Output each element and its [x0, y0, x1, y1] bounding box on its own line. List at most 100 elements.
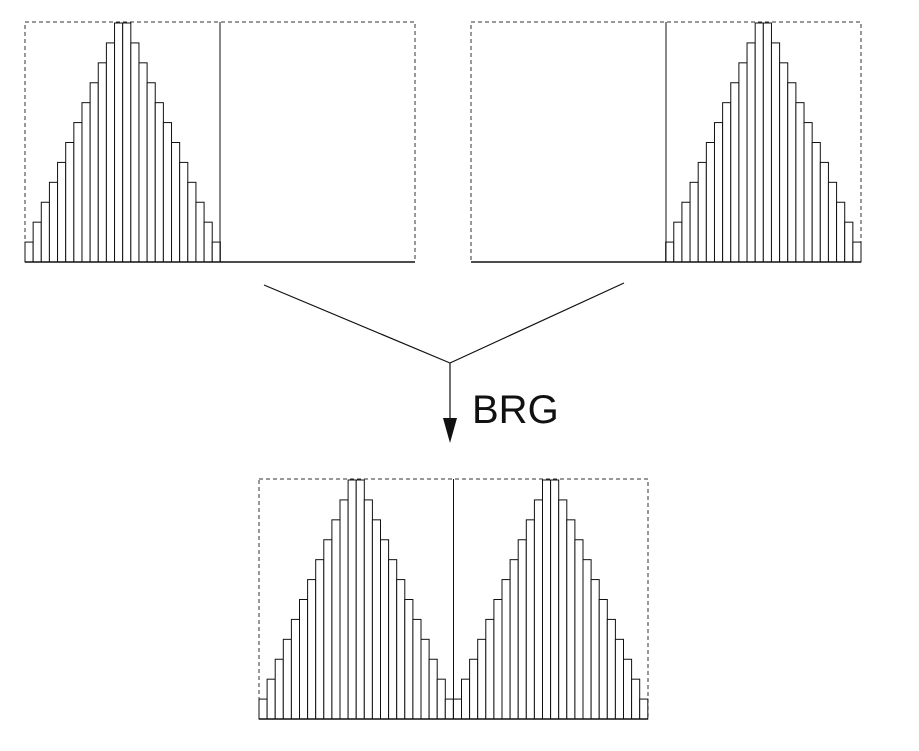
histogram-bar — [187, 181, 197, 263]
histogram-bar — [827, 181, 838, 263]
histogram-bar — [24, 241, 34, 263]
histogram-bar — [606, 618, 616, 720]
histogram-bar — [211, 241, 221, 263]
histogram-bar — [146, 82, 156, 263]
histogram-bar — [266, 678, 276, 720]
histogram-bar — [844, 221, 854, 263]
histogram-bar — [122, 22, 132, 263]
histogram-bar — [48, 181, 59, 263]
histogram-bar — [371, 519, 381, 720]
histogram-bar — [779, 62, 789, 263]
histogram-bar — [461, 678, 471, 720]
histogram-bar — [258, 698, 268, 720]
output-panel-merged — [258, 478, 649, 720]
histogram-bar — [542, 479, 552, 720]
histogram-bar — [179, 161, 189, 263]
histogram-bar — [770, 42, 781, 263]
histogram-bar — [97, 62, 107, 263]
histogram-bar — [307, 579, 317, 720]
histogram-bar — [40, 201, 50, 263]
histogram-bar — [705, 142, 715, 263]
histogram-bar — [852, 241, 862, 263]
histogram-bar — [105, 42, 116, 263]
histogram-bar — [396, 579, 406, 720]
connector-left-branch — [263, 284, 451, 364]
input-panel-right — [470, 21, 862, 263]
histogram-bar — [171, 142, 181, 263]
histogram-bar — [795, 102, 805, 263]
histogram-bar — [787, 82, 797, 263]
histogram-bar — [203, 221, 213, 263]
histogram-bar — [811, 142, 821, 263]
histogram-bar — [689, 181, 699, 263]
histogram-bar — [517, 539, 527, 720]
histogram-bar — [404, 599, 414, 720]
histogram-bar — [639, 698, 649, 720]
histogram-bar — [477, 638, 487, 720]
histogram-bar — [566, 519, 576, 720]
histogram-bar — [469, 658, 479, 720]
histogram-bar — [130, 42, 140, 263]
histogram-bar — [713, 122, 724, 263]
histogram-bar — [89, 82, 99, 263]
histogram-bar — [380, 539, 390, 720]
histogram-bar — [331, 519, 341, 720]
connector-right-branch — [449, 282, 625, 364]
histogram-bar — [558, 499, 568, 720]
histogram-bar — [81, 102, 91, 263]
histogram-bar — [428, 658, 438, 720]
histogram-bar — [631, 678, 641, 720]
histogram-bar — [598, 599, 608, 720]
panel-frame — [258, 478, 649, 720]
histogram-bar — [73, 122, 83, 263]
histogram-bar — [274, 658, 284, 720]
histogram-bar — [114, 22, 124, 263]
histogram-bar — [836, 201, 846, 263]
histogram-bar — [444, 698, 454, 720]
histogram-bar — [623, 658, 633, 720]
histogram-bar — [819, 161, 829, 263]
histogram-bar — [574, 539, 584, 720]
histogram-bar — [57, 161, 67, 263]
histogram-bar — [590, 579, 600, 720]
histogram-bar — [420, 638, 430, 720]
arrow-down-icon — [443, 418, 457, 443]
input-panel-left — [24, 21, 416, 263]
histogram-bar — [746, 42, 756, 263]
histogram-bar — [803, 122, 813, 263]
histogram-bar — [722, 102, 732, 263]
histogram-bar — [501, 579, 511, 720]
histogram-bar — [485, 618, 495, 720]
histogram-bar — [762, 22, 772, 263]
histogram-bar — [730, 82, 740, 263]
histogram-bar — [582, 559, 592, 720]
histogram-bar — [550, 479, 560, 720]
histogram-bar — [697, 161, 707, 263]
histogram-bar — [681, 201, 691, 263]
histogram-bar — [738, 62, 748, 263]
histogram-bar — [323, 539, 333, 720]
histogram-bar — [754, 22, 764, 263]
histogram-bar — [614, 638, 625, 720]
histogram-bar — [299, 599, 309, 720]
histogram-bar — [452, 698, 462, 720]
histogram-bar — [509, 559, 519, 720]
histogram-bar — [533, 499, 544, 720]
histogram-bar — [363, 499, 373, 720]
histogram-bar — [32, 221, 42, 263]
merge-connector — [263, 282, 625, 443]
histogram-bar — [493, 599, 503, 720]
histogram-bar — [138, 62, 148, 263]
histogram-bar — [436, 678, 446, 720]
histogram-bar — [290, 618, 300, 720]
histogram-bar — [412, 618, 422, 720]
histogram-bar — [339, 499, 349, 720]
histogram-bar — [65, 142, 75, 263]
histogram-bar — [525, 519, 535, 720]
histogram-bar — [162, 122, 173, 263]
histogram-bar — [673, 221, 683, 263]
histogram-bar — [315, 559, 325, 720]
histogram-bar — [154, 102, 164, 263]
histogram-bar — [665, 241, 675, 263]
